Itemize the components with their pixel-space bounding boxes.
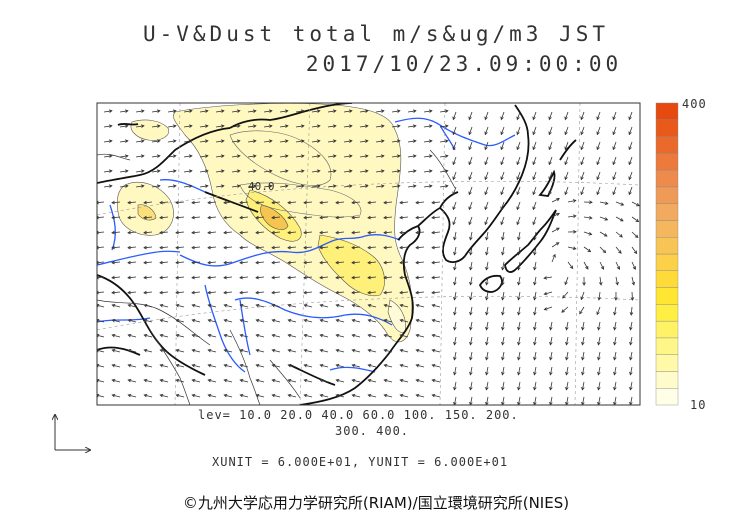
contour-levels-line1: lev= 10.0 20.0 40.0 60.0 100. 150. 200. xyxy=(198,408,519,422)
colorbar-swatch xyxy=(655,287,679,305)
copyright-notice: ©九州大学応用力学研究所(RIAM)/国立環境研究所(NIES) xyxy=(182,494,570,512)
colorbar-swatch xyxy=(655,304,679,322)
colorbar-swatch xyxy=(655,270,679,288)
colorbar-swatch xyxy=(655,388,679,406)
wind-vectors xyxy=(97,109,640,405)
colorbar-swatch xyxy=(655,237,679,255)
vector-unit-text: XUNIT = 6.000E+01, YUNIT = 6.000E+01 xyxy=(212,455,509,469)
colorbar-swatch xyxy=(655,102,679,120)
colorbar-swatch xyxy=(655,354,679,372)
colorbar-swatch xyxy=(655,253,679,271)
colorbar-swatch xyxy=(655,136,679,154)
map-title: U-V&Dust total m/s&ug/m3 JST xyxy=(142,22,609,46)
contour-label: 40.0 xyxy=(248,180,275,193)
colorbar-swatch xyxy=(655,371,679,389)
colorbar xyxy=(655,102,679,406)
colorbar-max-label: 400 xyxy=(682,97,707,111)
colorbar-swatch xyxy=(655,337,679,355)
colorbar-swatch xyxy=(655,169,679,188)
colorbar-swatch xyxy=(655,220,679,238)
reference-vector xyxy=(55,415,90,450)
colorbar-swatch xyxy=(655,203,679,221)
colorbar-swatch xyxy=(655,320,679,339)
contour-levels-line2: 300. 400. xyxy=(335,424,410,438)
colorbar-swatch xyxy=(655,119,679,137)
graticule xyxy=(97,103,640,405)
map-frame xyxy=(96,102,641,406)
colorbar-swatch xyxy=(655,186,679,204)
borders xyxy=(97,149,456,405)
map-datetime: 2017/10/23.09:00:00 xyxy=(305,52,623,76)
dust-concentration-fill xyxy=(116,103,413,343)
colorbar-swatch xyxy=(655,153,679,171)
colorbar-min-label: 10 xyxy=(690,398,707,412)
